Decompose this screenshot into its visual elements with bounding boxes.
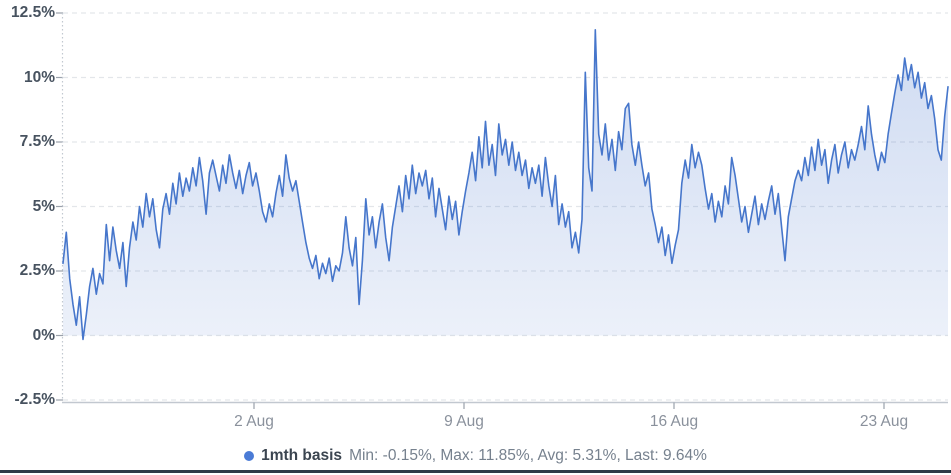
series-line-1mth-basis[interactable]: [62, 28, 949, 341]
bottom-window-divider: [0, 470, 951, 473]
legend-series-stats: Min: -0.15%, Max: 11.85%, Avg: 5.31%, La…: [349, 447, 707, 464]
y-axis-label--2.5%: -2.5%: [14, 391, 56, 408]
legend-item-1mth-basis[interactable]: 1mth basis Min: -0.15%, Max: 11.85%, Avg…: [0, 447, 951, 465]
y-axis-label-0%: 0%: [32, 326, 55, 344]
x-axis-label-2-Aug: 2 Aug: [234, 413, 274, 430]
x-axis-label-23-Aug: 23 Aug: [859, 413, 909, 430]
y-axis-label-5%: 5%: [32, 197, 55, 215]
x-axis-label-9-Aug: 9 Aug: [444, 413, 484, 430]
y-axis-label-12.5%: 12.5%: [11, 4, 55, 21]
y-axis-label-10%: 10%: [23, 68, 55, 86]
y-axis-label-2.5%: 2.5%: [19, 262, 55, 279]
legend-series-dot-icon: [244, 451, 255, 461]
x-axis-label-16-Aug: 16 Aug: [649, 413, 699, 430]
legend-series-label: 1mth basis: [261, 447, 343, 464]
y-axis-label-7.5%: 7.5%: [19, 133, 55, 150]
series-area-fill: [63, 29, 948, 340]
